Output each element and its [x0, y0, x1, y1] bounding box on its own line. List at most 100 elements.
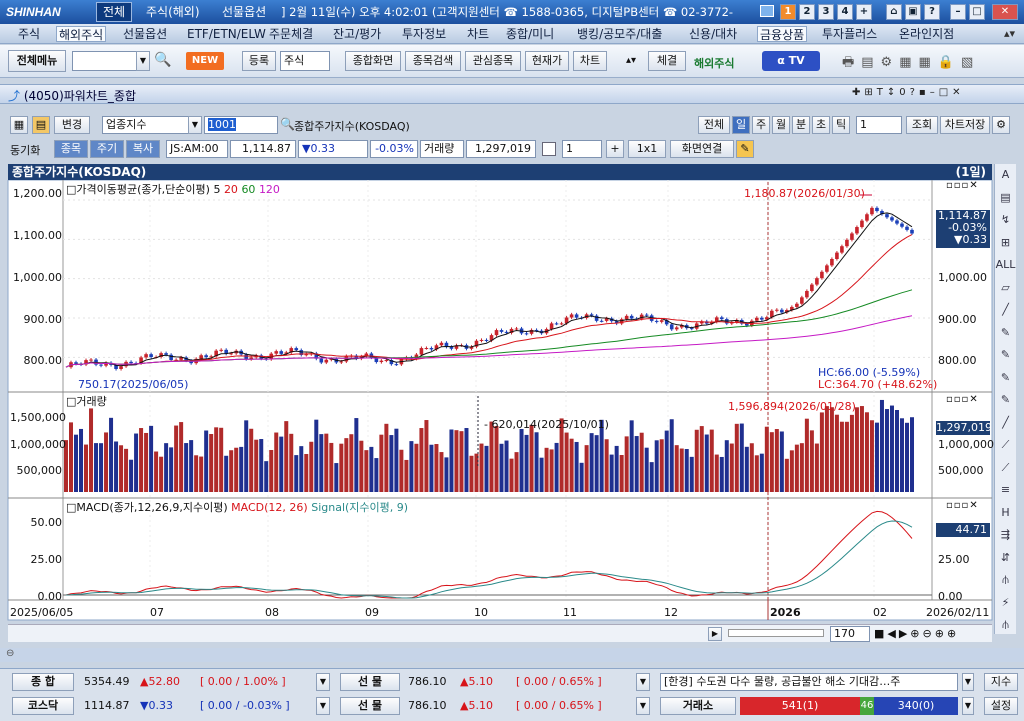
screen-4-button[interactable]: 4 — [837, 4, 853, 20]
count-select[interactable]: 1 — [562, 140, 602, 158]
minimize-icon[interactable]: – — [950, 4, 966, 20]
period-month-button[interactable]: 월 — [772, 116, 790, 134]
tier-button[interactable]: 체결 — [648, 51, 686, 71]
menu-order[interactable]: 주문체결 — [269, 27, 314, 41]
search-icon[interactable]: 🔍 — [154, 52, 172, 68]
screen-2-button[interactable]: 2 — [799, 4, 815, 20]
panel-controls-macd[interactable]: ▫▫▫✕ — [946, 500, 979, 511]
zoom-count-input[interactable]: 170 — [830, 626, 870, 642]
kosdaq-label[interactable]: 코스닥 — [12, 697, 74, 715]
tab-overseas[interactable]: 주식(해외) — [146, 5, 200, 19]
menu-etf[interactable]: ETF/ETN/ELW — [187, 27, 266, 41]
menu-banking[interactable]: 뱅킹/공모주/대출 — [577, 27, 663, 41]
change-button[interactable]: 변경 — [54, 116, 90, 134]
settings-icon[interactable]: ⚙ — [992, 116, 1010, 134]
composite-label[interactable]: 종 합 — [12, 673, 74, 691]
toolbar-more-icon[interactable]: ▴▾ — [626, 55, 637, 66]
code-search-icon[interactable]: 🔍 — [280, 117, 295, 131]
register-button[interactable]: 등록 — [242, 51, 276, 71]
menu-scroll-icon[interactable]: ▴▾ — [1004, 27, 1016, 40]
menu-balance[interactable]: 잔고/평가 — [333, 27, 382, 41]
overview-button[interactable]: 종합화면 — [345, 51, 401, 71]
monitor-icon[interactable] — [760, 5, 774, 17]
menu-products[interactable]: 금융상품 — [757, 26, 808, 42]
futures-label-1[interactable]: 선 물 — [340, 673, 400, 691]
navigation-icons[interactable]: ■◀▶⊕⊖⊕⊕ — [874, 627, 960, 640]
menu-stock[interactable]: 주식 — [18, 27, 41, 41]
period-all-button[interactable]: 전체 — [698, 116, 730, 134]
menu-overseas[interactable]: 해외주식 — [56, 26, 107, 42]
add-icon[interactable]: + — [606, 140, 624, 158]
index-button[interactable]: 지수 — [984, 673, 1018, 691]
tab-all[interactable]: 전체 — [96, 2, 132, 22]
watchlist-button[interactable]: 관심종목 — [465, 51, 521, 71]
dropdown-icon[interactable]: ▼ — [136, 51, 150, 71]
alpha-tv-button[interactable]: α TV — [762, 51, 820, 71]
sync-stock-button[interactable]: 종목 — [54, 140, 88, 158]
menu-chart[interactable]: 차트 — [467, 27, 490, 41]
toggle-checkbox[interactable] — [542, 142, 556, 156]
layout-1x1-button[interactable]: 1x1 — [628, 140, 666, 158]
category-dropdown-icon[interactable]: ▼ — [188, 116, 202, 134]
panel-controls-volume[interactable]: ▫▫▫✕ — [946, 394, 979, 405]
help-icon[interactable]: ? — [924, 4, 940, 20]
layout2-icon[interactable]: ▤ — [32, 116, 50, 134]
lock-icon[interactable]: ▣ — [905, 4, 921, 20]
y-tick-right: 1,000.00 — [938, 271, 987, 284]
menu-branch[interactable]: 온라인지점 — [899, 27, 955, 41]
menu-info[interactable]: 투자정보 — [402, 27, 447, 41]
news-ticker[interactable]: [한경] 수도권 다수 물량, 공급불안 해소 기대감…주 — [660, 673, 958, 691]
code-input[interactable]: 1001 — [204, 116, 278, 134]
period-second-button[interactable]: 초 — [812, 116, 830, 134]
query-button[interactable]: 조회 — [906, 116, 938, 134]
chart-button[interactable]: 차트 — [573, 51, 607, 71]
period-count-input[interactable]: 1 — [856, 116, 902, 134]
screen-3-button[interactable]: 3 — [818, 4, 834, 20]
screen-link-button[interactable]: 화면연결 — [670, 140, 734, 158]
date-label: 2025/06/05 — [10, 606, 74, 619]
menu-mini[interactable]: 종합/미니 — [506, 27, 555, 41]
menu-credit[interactable]: 신용/대차 — [689, 27, 738, 41]
window-controls[interactable]: ✚⊞T↕0?▪–□✕ — [852, 87, 965, 98]
category-select[interactable]: 업종지수 — [102, 116, 202, 134]
futures-dropdown-icon[interactable]: ▼ — [636, 673, 650, 691]
pencil-icon[interactable]: ✎ — [736, 140, 754, 158]
drawing-tools[interactable]: A ▤ ↯ ⊞ ALL ▱ ╱ ✎ ✎ ✎ ✎ ╱ ⟋ ⟋ ≡ H ⇶ ⇵ ⫛ ⚡ ⫛ — [995, 168, 1016, 631]
stock-search-button[interactable]: 종목검색 — [405, 51, 461, 71]
toolbar-icons[interactable]: 🖶▤⚙▦▦🔒▧ — [842, 55, 981, 70]
new-badge[interactable]: NEW — [186, 52, 224, 70]
panel-controls-price[interactable]: ▫▫▫✕ — [946, 180, 979, 191]
copy-button[interactable]: 복사 — [126, 140, 160, 158]
sync-period-button[interactable]: 주기 — [90, 140, 124, 158]
composite-dropdown-icon[interactable]: ▼ — [316, 673, 330, 691]
futures2-dropdown-icon[interactable]: ▼ — [636, 697, 650, 715]
layout-icon[interactable]: ▦ — [10, 116, 28, 134]
save-chart-button[interactable]: 차트저장 — [940, 116, 990, 134]
overseas-stock-link[interactable]: 해외주식 — [694, 57, 735, 70]
kosdaq-dropdown-icon[interactable]: ▼ — [316, 697, 330, 715]
period-tick-button[interactable]: 틱 — [832, 116, 850, 134]
zoom-slider[interactable] — [728, 629, 824, 637]
price-button[interactable]: 현재가 — [525, 51, 569, 71]
exchange-dropdown-icon[interactable]: ▼ — [962, 697, 974, 715]
period-minute-button[interactable]: 분 — [792, 116, 810, 134]
period-week-button[interactable]: 주 — [752, 116, 770, 134]
stock-select[interactable]: 주식 — [280, 51, 330, 71]
menu-plus[interactable]: 투자플러스 — [822, 27, 878, 41]
exchange-label[interactable]: 거래소 — [660, 697, 736, 715]
futures-label-2[interactable]: 선 물 — [340, 697, 400, 715]
home-icon[interactable]: ⌂ — [886, 4, 902, 20]
maximize-icon[interactable]: □ — [969, 4, 985, 20]
tab-futures[interactable]: 선물옵션 — [222, 5, 267, 19]
add-screen-button[interactable]: + — [856, 4, 872, 20]
chart-area[interactable] — [0, 180, 1024, 640]
settings-button[interactable]: 설정 — [984, 697, 1018, 715]
close-icon[interactable]: ✕ — [992, 4, 1018, 20]
period-day-button[interactable]: 일 — [732, 116, 750, 134]
collapse-icon[interactable]: ⊖ — [6, 648, 15, 659]
menu-futures[interactable]: 선물옵션 — [123, 27, 168, 41]
news-dropdown-icon[interactable]: ▼ — [962, 673, 974, 691]
screen-1-button[interactable]: 1 — [780, 4, 796, 20]
all-menu-button[interactable]: 전체메뉴 — [8, 50, 66, 72]
scroll-right-icon[interactable]: ▶ — [708, 627, 722, 641]
